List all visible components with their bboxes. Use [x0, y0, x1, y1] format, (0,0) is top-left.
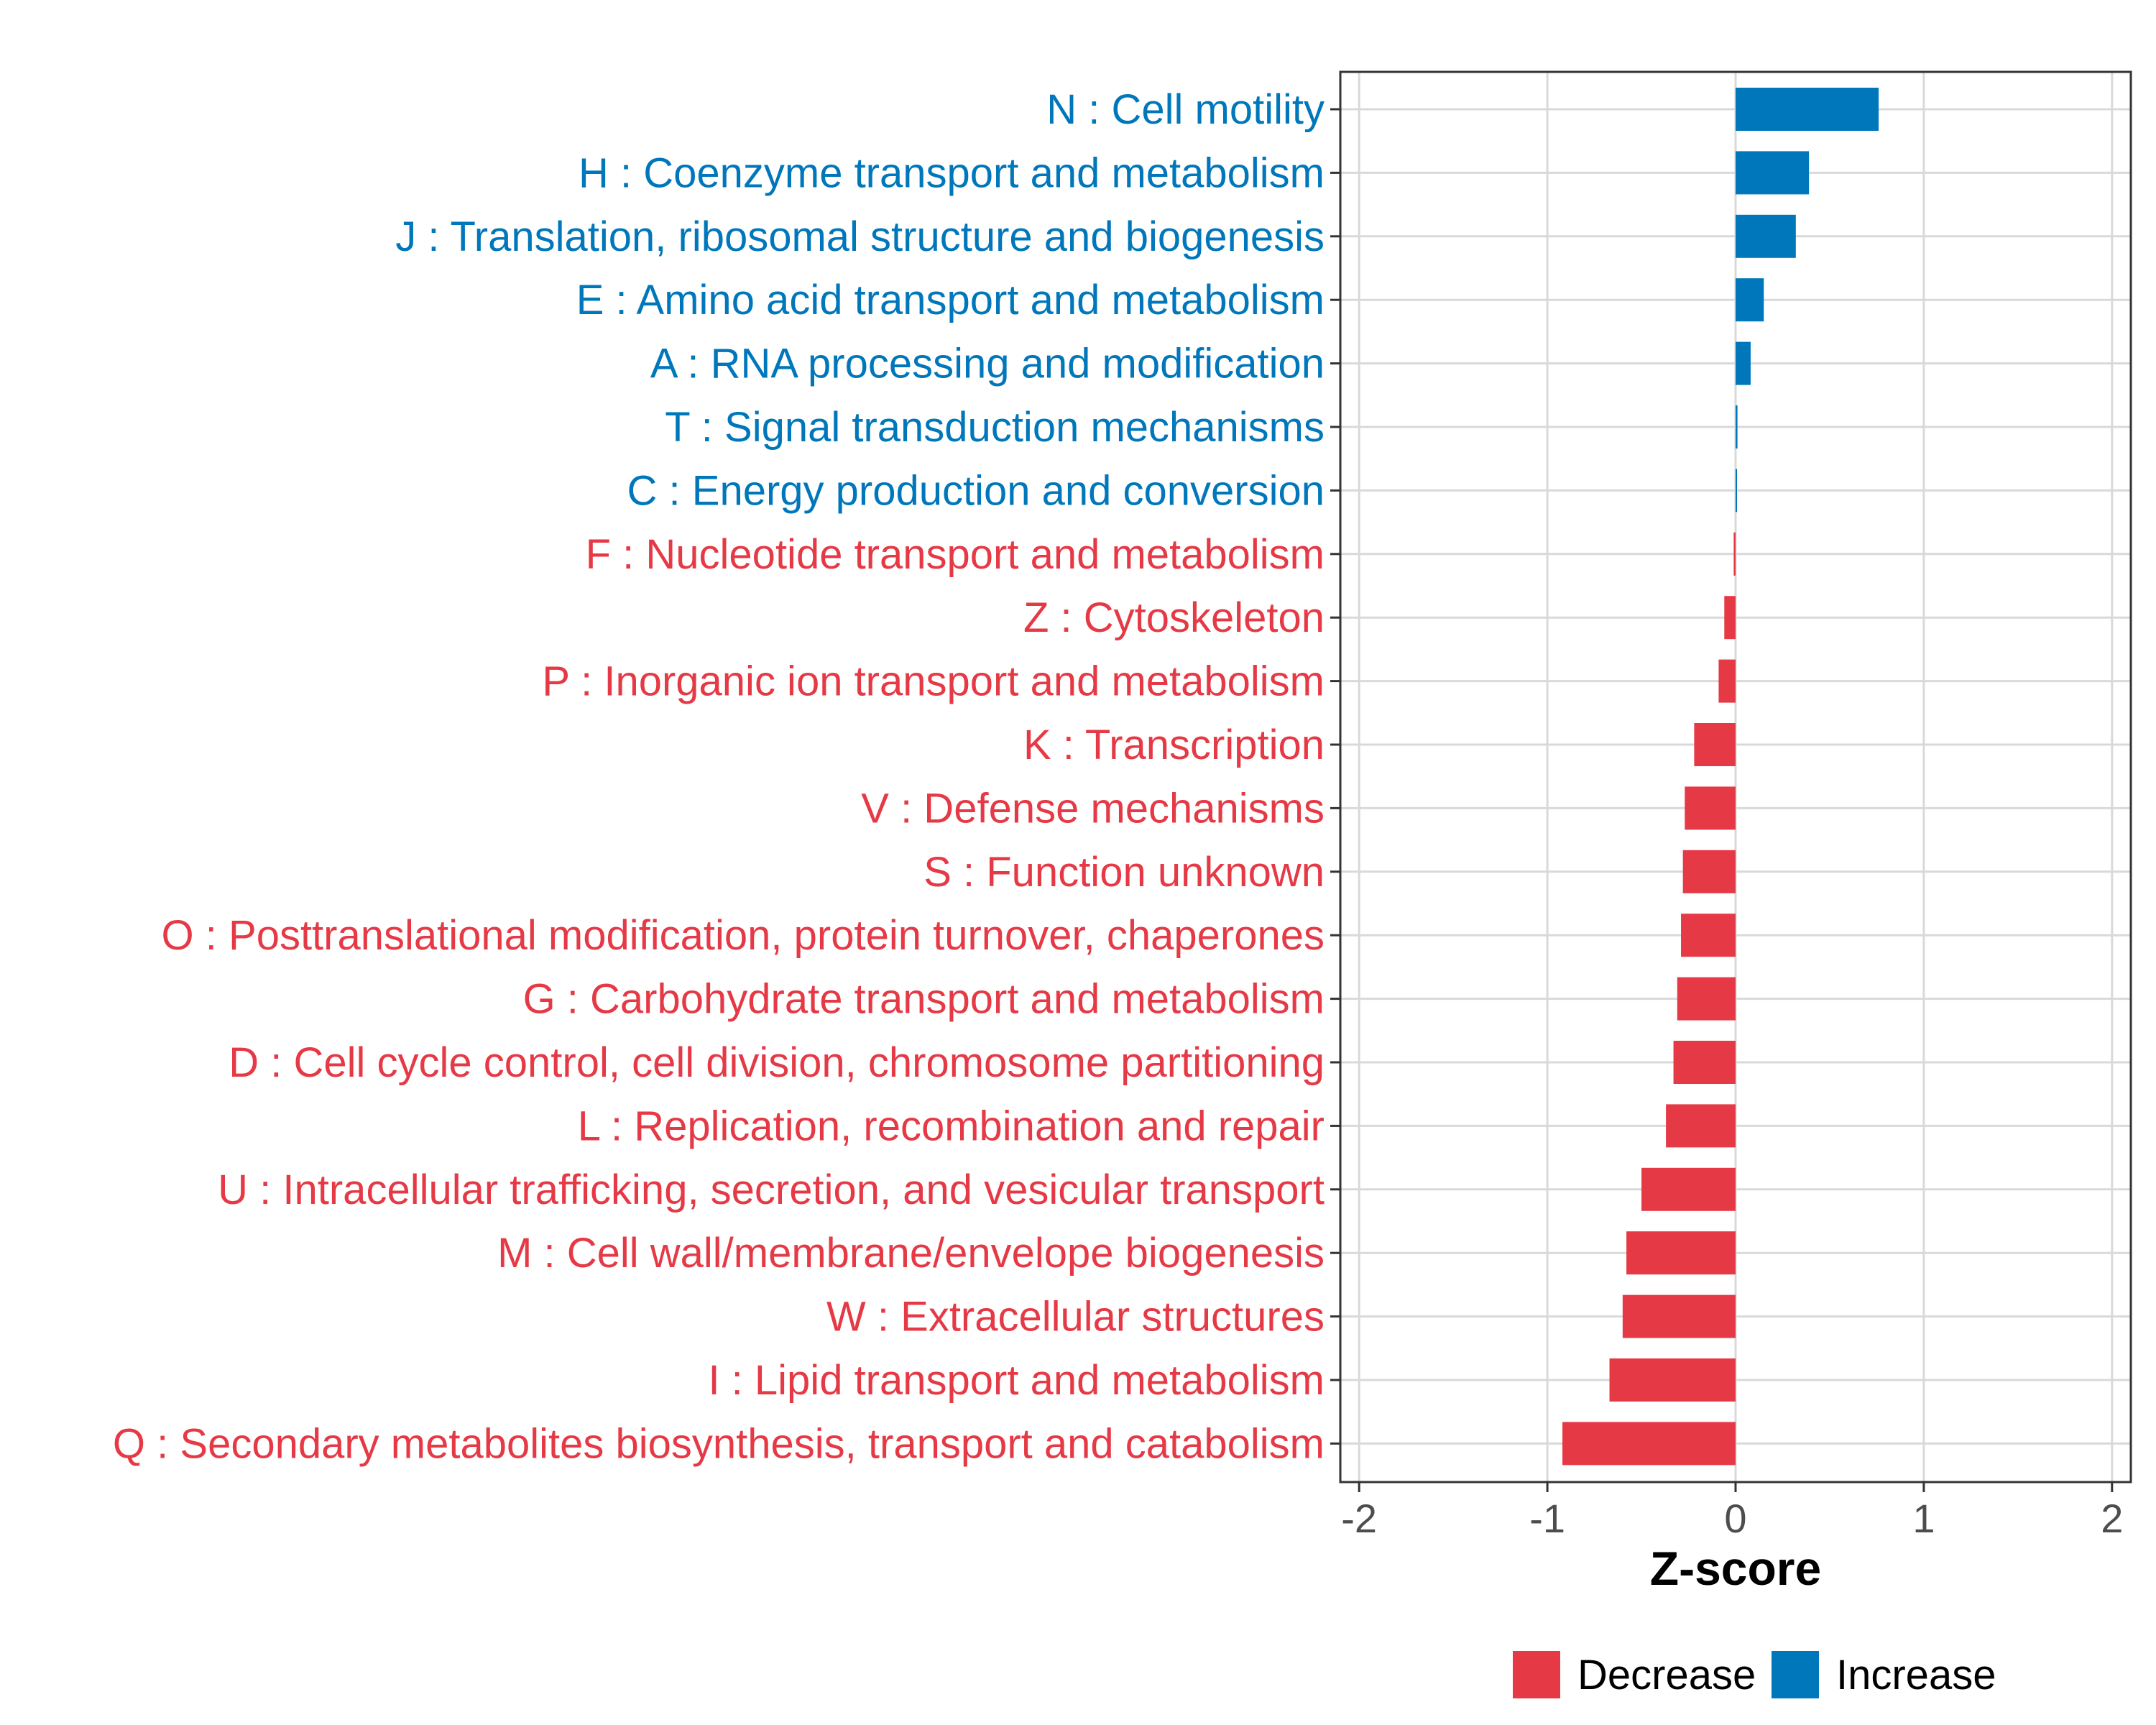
- category-label: M : Cell wall/membrane/envelope biogenes…: [497, 1230, 1325, 1276]
- bar: [1718, 659, 1736, 703]
- category-label: G : Carbohydrate transport and metabolis…: [523, 976, 1325, 1023]
- bar: [1736, 469, 1737, 512]
- category-label: T : Signal transduction mechanisms: [665, 404, 1325, 451]
- category-label: I : Lipid transport and metabolism: [708, 1357, 1325, 1404]
- category-label: A : RNA processing and modification: [650, 341, 1325, 387]
- legend-label-decrease: Decrease: [1577, 1652, 1756, 1698]
- legend-swatch-decrease: [1513, 1651, 1560, 1698]
- category-label: H : Coenzyme transport and metabolism: [579, 150, 1325, 196]
- bar: [1622, 1294, 1736, 1338]
- bar: [1736, 88, 1879, 131]
- bar: [1626, 1231, 1736, 1275]
- legend-label-increase: Increase: [1836, 1652, 1996, 1698]
- bar: [1677, 977, 1736, 1021]
- bar: [1736, 214, 1796, 258]
- category-label: J : Translation, ribosomal structure and…: [395, 213, 1325, 260]
- x-axis: -2 -1 0 1 2: [1341, 1482, 2123, 1541]
- x-tick-label: -2: [1341, 1496, 1377, 1541]
- bar: [1736, 341, 1751, 385]
- legend: Decrease Increase: [1513, 1651, 1996, 1698]
- bar: [1562, 1422, 1736, 1466]
- category-label: U : Intracellular trafficking, secretion…: [218, 1167, 1325, 1213]
- category-label: S : Function unknown: [923, 849, 1325, 896]
- category-label: F : Nucleotide transport and metabolism: [586, 531, 1325, 578]
- category-label: N : Cell motility: [1046, 86, 1325, 133]
- category-label: O : Posttranslational modification, prot…: [162, 912, 1325, 959]
- y-axis: N : Cell motility H : Coenzyme transport …: [113, 86, 1340, 1467]
- bar: [1666, 1104, 1736, 1148]
- bar: [1609, 1358, 1736, 1402]
- bar: [1673, 1041, 1736, 1084]
- category-label: E : Amino acid transport and metabolism: [576, 277, 1325, 323]
- bars: [1562, 88, 1879, 1466]
- bar: [1694, 723, 1736, 766]
- bar: [1736, 151, 1810, 195]
- category-label: Q : Secondary metabolites biosynthesis, …: [113, 1420, 1325, 1467]
- bar: [1736, 278, 1764, 322]
- legend-swatch-increase: [1772, 1651, 1819, 1698]
- category-label: Z : Cytoskeleton: [1023, 594, 1325, 641]
- bar: [1682, 850, 1736, 893]
- x-tick-label: 2: [2101, 1496, 2123, 1541]
- bar: [1724, 596, 1736, 640]
- x-axis-title: Z-score: [1650, 1542, 1821, 1595]
- bar: [1685, 786, 1736, 830]
- bar: [1641, 1167, 1736, 1211]
- x-tick-label: -1: [1529, 1496, 1565, 1541]
- category-label: P : Inorganic ion transport and metaboli…: [542, 658, 1325, 705]
- category-label: K : Transcription: [1023, 722, 1325, 768]
- x-tick-label: 1: [1912, 1496, 1935, 1541]
- bar: [1681, 914, 1736, 957]
- category-label: D : Cell cycle control, cell division, c…: [229, 1039, 1325, 1086]
- x-tick-label: 0: [1724, 1496, 1746, 1541]
- bar: [1733, 532, 1736, 576]
- category-label: C : Energy production and conversion: [627, 467, 1325, 514]
- category-label: W : Extracellular structures: [826, 1294, 1325, 1340]
- category-label: V : Defense mechanisms: [861, 785, 1325, 832]
- bar: [1736, 405, 1738, 448]
- category-label: L : Replication, recombination and repai…: [578, 1103, 1325, 1149]
